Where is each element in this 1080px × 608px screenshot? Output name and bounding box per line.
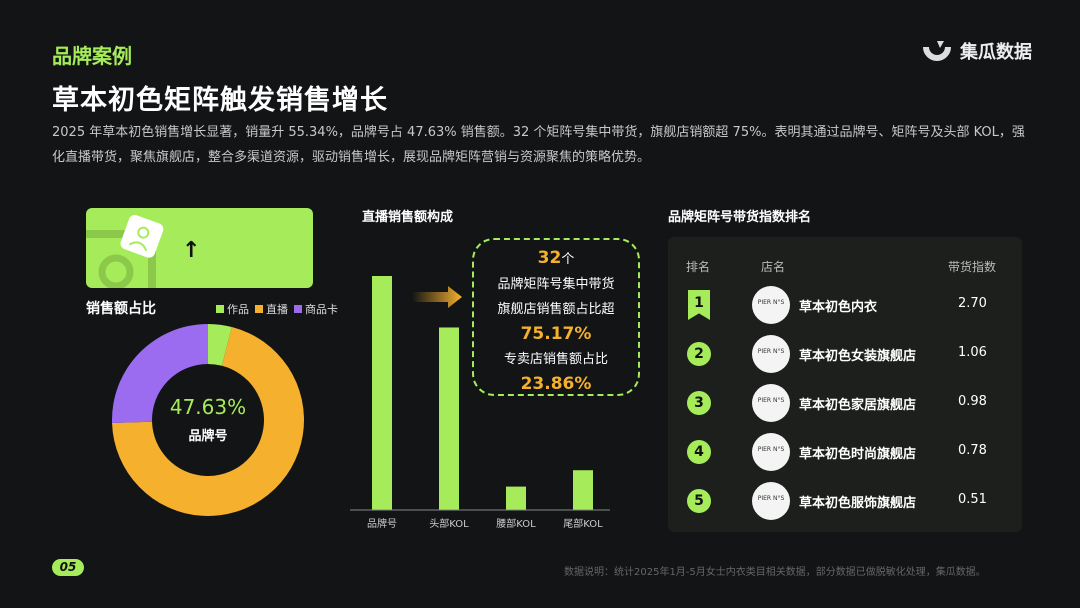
donut-center-label: 品牌号 [188, 428, 227, 444]
page-description: 2025 年草本初色销售增长显著，销量升 55.34%，品牌号占 47.63% … [52, 125, 1025, 165]
section-tag: 品牌案例 [52, 44, 132, 68]
sales-index: 0.98 [958, 394, 987, 409]
arrow-up-icon: ↑ [182, 238, 201, 263]
person-scan-icon [86, 214, 164, 288]
table-row: 5 PIER N°S 草本初色服饰旗舰店 0.51 [668, 481, 1022, 521]
count-unit: 个 [561, 252, 575, 267]
rank-badge: 4 [687, 440, 711, 464]
data-note: 数据说明：统计2025年1月-5月女士内衣类目相关数据，部分数据已做脱敏化处理，… [564, 567, 986, 578]
ranking-table: 排名 店名 带货指数 1 PIER N°S 草本初色内衣 2.70 2 PIER … [668, 237, 1022, 532]
store-avatar: PIER N°S [752, 286, 790, 324]
bar-头部KOL [439, 327, 459, 510]
avatar-logo-text: PIER N°S [757, 299, 785, 306]
donut-center-value: 47.63% [170, 395, 246, 419]
store-name: 草本初色内衣 [799, 300, 878, 315]
donut-chart: 47.63% 品牌号 [112, 324, 305, 516]
x-tick-label: 尾部KOL [563, 517, 603, 530]
store-name: 草本初色女装旗舰店 [799, 349, 917, 364]
matrix-count: 32 [537, 248, 562, 268]
bar-尾部KOL [573, 470, 593, 510]
rank-badge: 2 [687, 342, 711, 366]
store-share: 23.86% [520, 374, 592, 394]
table-row: 4 PIER N°S 草本初色时尚旗舰店 0.78 [668, 432, 1022, 472]
avatar-logo-text: PIER N°S [757, 348, 785, 355]
legend-item: 直播 [255, 301, 288, 317]
store-avatar: PIER N°S [752, 482, 790, 520]
sales-index: 0.78 [958, 443, 987, 458]
table-row: 1 PIER N°S 草本初色内衣 2.70 [668, 285, 1022, 325]
pie-legend: 作品 直播 商品卡 [216, 301, 338, 317]
x-tick-label: 头部KOL [429, 517, 469, 530]
ranking-title: 品牌矩阵号带货指数排名 [668, 210, 812, 225]
legend-item: 商品卡 [294, 301, 338, 317]
page-title: 草本初色矩阵触发销售增长 [52, 85, 388, 116]
header-store: 店名 [761, 260, 786, 274]
store-name: 草本初色服饰旗舰店 [799, 496, 917, 511]
image-banner: ↑ [86, 208, 313, 288]
rank-badge: 5 [687, 489, 711, 513]
store-name: 草本初色时尚旗舰店 [799, 447, 917, 462]
donut-slice-作品 [208, 324, 232, 366]
store-avatar: PIER N°S [752, 384, 790, 422]
x-tick-label: 品牌号 [367, 517, 397, 530]
rank-badge: 3 [687, 391, 711, 415]
callout-box: 32个 品牌矩阵号集中带货 旗舰店销售额占比超 75.17% 专卖店销售额占比 … [472, 238, 640, 396]
flagship-share: 75.17% [520, 324, 592, 344]
avatar-logo-text: PIER N°S [757, 446, 785, 453]
bar-chart-title: 直播销售额构成 [362, 210, 454, 225]
donut-slice-商品卡 [112, 324, 208, 424]
store-avatar: PIER N°S [752, 335, 790, 373]
store-name: 草本初色家居旗舰店 [799, 398, 917, 413]
table-row: 3 PIER N°S 草本初色家居旗舰店 0.98 [668, 383, 1022, 423]
bar-chart: 品牌号 头部KOL 腰部KOL 尾部KOL [350, 276, 610, 530]
donut-slice-直播 [112, 327, 305, 516]
page-number: 05 [52, 559, 84, 576]
logo-icon [923, 41, 951, 61]
sales-index: 2.70 [958, 296, 987, 311]
callout-line: 品牌矩阵号集中带货 [497, 277, 615, 292]
pie-title: 销售额占比 [86, 301, 156, 317]
avatar-logo-text: PIER N°S [757, 495, 785, 502]
store-avatar: PIER N°S [752, 433, 790, 471]
x-tick-label: 腰部KOL [496, 517, 536, 530]
arrow-right-icon [412, 286, 462, 308]
rank-badge: 1 [688, 290, 710, 320]
legend-item: 作品 [216, 301, 249, 317]
bar-腰部KOL [506, 486, 526, 510]
header-rank: 排名 [686, 260, 711, 274]
table-row: 2 PIER N°S 草本初色女装旗舰店 1.06 [668, 334, 1022, 374]
brand-name: 集瓜数据 [960, 42, 1032, 63]
sales-index: 1.06 [958, 345, 987, 360]
callout-line: 专卖店销售额占比 [503, 352, 608, 367]
callout-line: 旗舰店销售额占比超 [497, 302, 615, 317]
sales-index: 0.51 [958, 492, 987, 507]
bar-品牌号 [372, 276, 392, 510]
brand-logo: 集瓜数据 [922, 38, 1032, 64]
header-index: 带货指数 [948, 260, 997, 274]
avatar-logo-text: PIER N°S [757, 397, 785, 404]
